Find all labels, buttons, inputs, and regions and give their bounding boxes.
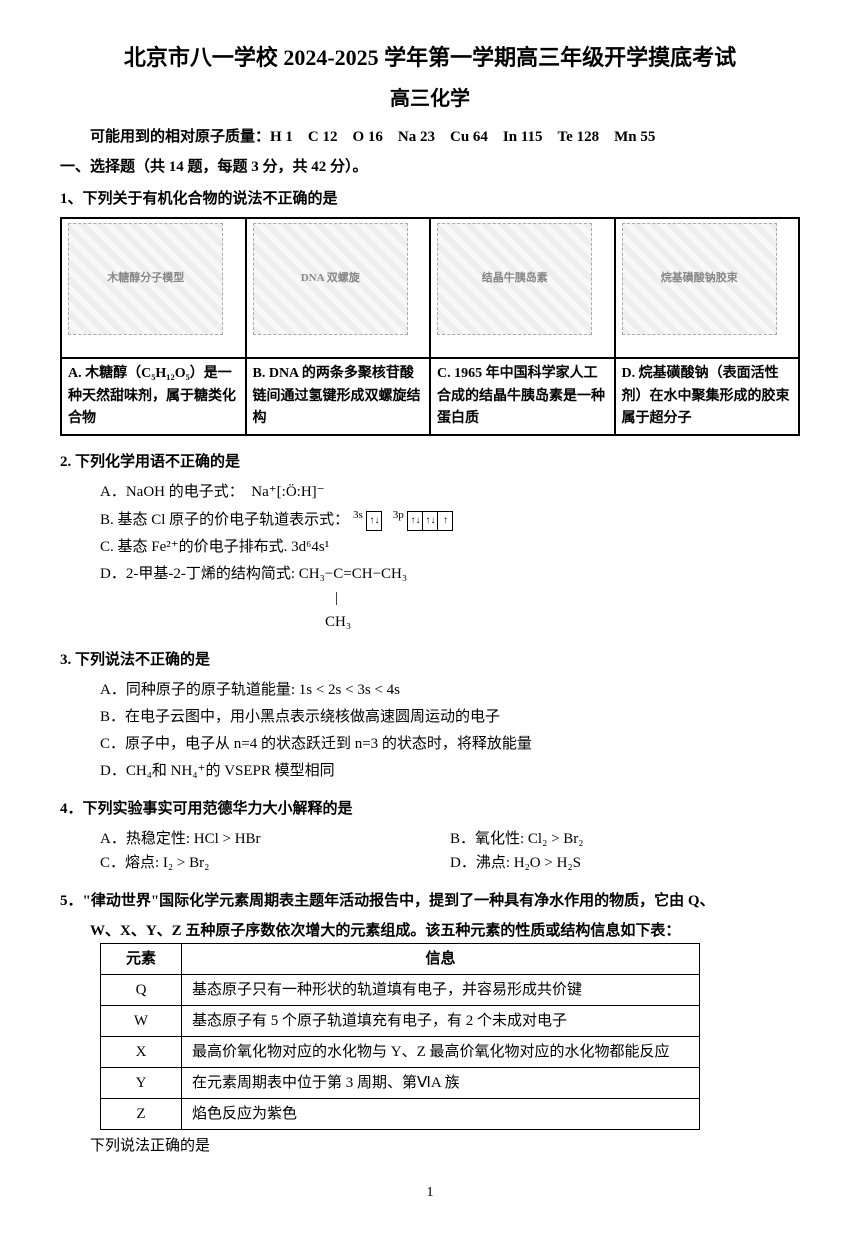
q5-cell: 焰色反应为紫色: [182, 1099, 700, 1130]
q2-d-main: D．2-甲基-2-丁烯的结构简式: CH₃−C=CH−CH₃: [100, 566, 407, 582]
question-2: 2. 下列化学用语不正确的是 A．NaOH 的电子式： Na⁺[:Ö:H]⁻ B…: [60, 450, 800, 634]
q5-cell: 基态原子只有一种形状的轨道填有电子，并容易形成共价键: [182, 975, 700, 1006]
q2-opt-b: B. 基态 Cl 原子的价电子轨道表示式： 3s ↑↓ 3p ↑↓↑↓↑: [100, 507, 800, 532]
q5-cell: Y: [101, 1068, 182, 1099]
q5-th-info: 信息: [182, 944, 700, 975]
question-3: 3. 下列说法不正确的是 A．同种原子的原子轨道能量: 1s < 2s < 3s…: [60, 648, 800, 783]
exam-title: 北京市八一学校 2024-2025 学年第一学期高三年级开学摸底考试: [60, 40, 800, 75]
atomic-mass-line: 可能用到的相对原子质量：H 1 C 12 O 16 Na 23 Cu 64 In…: [90, 125, 800, 149]
q4-opt-c: C．熔点: I₂ > Br₂: [100, 851, 450, 875]
q5-tail: 下列说法正确的是: [90, 1134, 800, 1158]
q5-cell: W: [101, 1006, 182, 1037]
q1-opt-d: D. 烷基磺酸钠（表面活性剂）在水中聚集形成的胶束属于超分子: [615, 358, 800, 435]
orbital-box-icon: ↑: [437, 511, 453, 531]
orbital-box-icon: ↑↓: [422, 511, 438, 531]
q3-opt-a: A．同种原子的原子轨道能量: 1s < 2s < 3s < 4s: [100, 678, 800, 702]
q5-cell: 在元素周期表中位于第 3 周期、第ⅥA 族: [182, 1068, 700, 1099]
question-4: 4．下列实验事实可用范德华力大小解释的是 A．热稳定性: HCl > HBr B…: [60, 797, 800, 875]
q2-opt-d: D．2-甲基-2-丁烯的结构简式: CH₃−C=CH−CH₃ | CH₃: [100, 562, 800, 634]
q2-d-sub: CH₃: [325, 614, 351, 630]
page-number: 1: [60, 1182, 800, 1204]
orbital-box-icon: ↑↓: [366, 511, 382, 531]
q2-a-pre: A．NaOH 的电子式： Na⁺[: [100, 484, 282, 500]
q5-th-element: 元素: [101, 944, 182, 975]
q1-img-a: 木糖醇分子模型: [68, 223, 223, 335]
q2-a-post: H]⁻: [301, 484, 325, 500]
q4-opt-d: D．沸点: H₂O > H₂S: [450, 851, 800, 875]
orbital-3p-label: 3p: [393, 509, 404, 521]
table-row: X最高价氧化物对应的水化物与 Y、Z 最高价氧化物对应的水化物都能反应: [101, 1037, 700, 1068]
q5-cell: Z: [101, 1099, 182, 1130]
orbital-box-icon: ↑↓: [407, 511, 423, 531]
q1-img-b: DNA 双螺旋: [253, 223, 408, 335]
q5-cell: 基态原子有 5 个原子轨道填充有电子，有 2 个未成对电子: [182, 1006, 700, 1037]
q2-stem: 2. 下列化学用语不正确的是: [60, 450, 800, 474]
section-1-header: 一、选择题（共 14 题，每题 3 分，共 42 分）。: [60, 155, 800, 179]
q4-stem: 4．下列实验事实可用范德华力大小解释的是: [60, 797, 800, 821]
table-row: Q基态原子只有一种形状的轨道填有电子，并容易形成共价键: [101, 975, 700, 1006]
orbital-3s-label: 3s: [353, 509, 363, 521]
table-row: W基态原子有 5 个原子轨道填充有电子，有 2 个未成对电子: [101, 1006, 700, 1037]
q5-cell: X: [101, 1037, 182, 1068]
q1-opt-a: A. 木糖醇（C₅H₁₂O₅）是一种天然甜味剂，属于糖类化合物: [61, 358, 246, 435]
q5-stem-1: 5．"律动世界"国际化学元素周期表主题年活动报告中，提到了一种具有净水作用的物质…: [60, 889, 800, 913]
q4-opt-b: B．氧化性: Cl₂ > Br₂: [450, 827, 800, 851]
q5-cell: Q: [101, 975, 182, 1006]
q1-img-d: 烷基磺酸钠胶束: [622, 223, 777, 335]
q2-b-text: B. 基态 Cl 原子的价电子轨道表示式：: [100, 512, 349, 528]
q2-opt-c: C. 基态 Fe²⁺的价电子排布式. 3d⁶4s¹: [100, 535, 800, 559]
q3-opt-b: B．在电子云图中，用小黑点表示绕核做高速圆周运动的电子: [100, 705, 800, 729]
q4-opt-a: A．热稳定性: HCl > HBr: [100, 827, 450, 851]
q5-cell: 最高价氧化物对应的水化物与 Y、Z 最高价氧化物对应的水化物都能反应: [182, 1037, 700, 1068]
q5-stem-2: W、X、Y、Z 五种原子序数依次增大的元素组成。该五种元素的性质或结构信息如下表…: [90, 919, 800, 943]
q1-stem: 1、下列关于有机化合物的说法不正确的是: [60, 187, 800, 211]
q3-opt-c: C．原子中，电子从 n=4 的状态跃迁到 n=3 的状态时，将释放能量: [100, 732, 800, 756]
q3-stem: 3. 下列说法不正确的是: [60, 648, 800, 672]
q1-img-c: 结晶牛胰岛素: [437, 223, 592, 335]
q1-opt-c: C. 1965 年中国科学家人工合成的结晶牛胰岛素是一种蛋白质: [430, 358, 615, 435]
q1-opt-b: B. DNA 的两条多聚核苷酸链间通过氢键形成双螺旋结构: [246, 358, 431, 435]
exam-subject: 高三化学: [60, 83, 800, 115]
q5-element-table: 元素 信息 Q基态原子只有一种形状的轨道填有电子，并容易形成共价键 W基态原子有…: [100, 943, 700, 1130]
q1-options-table: 木糖醇分子模型 DNA 双螺旋 结晶牛胰岛素 烷基磺酸钠胶束 A. 木糖醇（C₅…: [60, 217, 800, 436]
q2-opt-a: A．NaOH 的电子式： Na⁺[:Ö:H]⁻: [100, 480, 800, 504]
lewis-o-icon: :Ö:: [282, 484, 301, 500]
question-1: 1、下列关于有机化合物的说法不正确的是 木糖醇分子模型 DNA 双螺旋 结晶牛胰…: [60, 187, 800, 436]
table-row: Z焰色反应为紫色: [101, 1099, 700, 1130]
table-row: Y在元素周期表中位于第 3 周期、第ⅥA 族: [101, 1068, 700, 1099]
q3-opt-d: D．CH₄和 NH₄⁺的 VSEPR 模型相同: [100, 759, 800, 783]
question-5: 5．"律动世界"国际化学元素周期表主题年活动报告中，提到了一种具有净水作用的物质…: [60, 889, 800, 1158]
